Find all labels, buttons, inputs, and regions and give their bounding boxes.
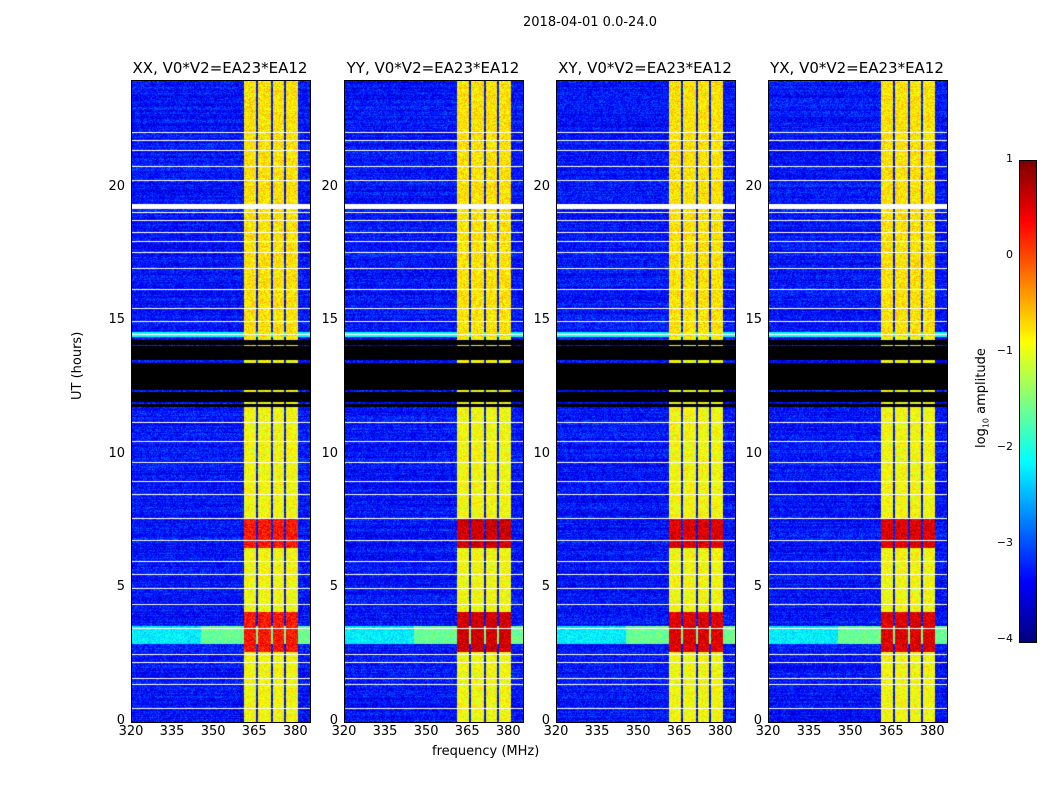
- panel-title: YY, V0*V2=EA23*EA12: [346, 59, 520, 77]
- y-tick-label: 20: [745, 178, 762, 194]
- x-tick-label: 320: [755, 724, 781, 739]
- x-tick-label: 380: [495, 724, 521, 739]
- x-tick-label: 380: [707, 724, 733, 739]
- y-tick-label: 15: [533, 312, 550, 328]
- y-tick-label: 20: [108, 178, 125, 194]
- y-tick-label: 20: [533, 178, 550, 194]
- y-tick-label: 5: [329, 579, 338, 595]
- y-tick-label: 0: [329, 713, 338, 728]
- heatmap-panel: [768, 80, 948, 723]
- x-tick-label: 365: [666, 724, 692, 739]
- x-tick-label: 365: [241, 724, 267, 739]
- panel-title: YX, V0*V2=EA23*EA12: [770, 59, 944, 77]
- y-tick-label: 0: [116, 713, 125, 728]
- x-tick-label: 320: [118, 724, 144, 739]
- heatmap-panel: [131, 80, 311, 723]
- colorbar-tick-label: 1: [1006, 152, 1013, 165]
- colorbar-tick-label: 0: [1006, 248, 1013, 261]
- x-tick-label: 335: [584, 724, 610, 739]
- x-tick-label: 320: [331, 724, 357, 739]
- x-tick-label: 335: [796, 724, 822, 739]
- y-tick-label: 10: [321, 445, 338, 461]
- y-tick-label: 10: [108, 445, 125, 461]
- x-tick-label: 335: [159, 724, 185, 739]
- colorbar-tick-label: −4: [996, 632, 1013, 645]
- x-tick-label: 335: [372, 724, 398, 739]
- x-tick-label: 350: [200, 724, 226, 739]
- x-tick-label: 365: [454, 724, 480, 739]
- y-axis-label: UT (hours): [70, 331, 85, 400]
- x-tick-label: 350: [413, 724, 439, 739]
- y-tick-label: 10: [533, 445, 550, 461]
- panel-title: XX, V0*V2=EA23*EA12: [132, 59, 308, 77]
- colorbar-tick-label: −2: [996, 440, 1013, 453]
- y-tick-label: 10: [745, 445, 762, 461]
- y-tick-label: 15: [108, 312, 125, 328]
- x-tick-label: 350: [837, 724, 863, 739]
- y-tick-label: 0: [753, 713, 762, 728]
- y-tick-label: 15: [321, 312, 338, 328]
- x-axis-label: frequency (MHz): [432, 744, 540, 759]
- colorbar-tick-label: −1: [996, 344, 1013, 357]
- y-tick-label: 5: [753, 579, 762, 595]
- colorbar-label: log10 amplitude: [974, 348, 991, 448]
- x-tick-label: 365: [878, 724, 904, 739]
- heatmap-panel: [344, 80, 524, 723]
- panel-title: XY, V0*V2=EA23*EA12: [558, 59, 732, 77]
- x-tick-label: 320: [543, 724, 569, 739]
- colorbar-tick-label: −3: [996, 536, 1013, 549]
- y-tick-label: 5: [541, 579, 550, 595]
- y-tick-label: 20: [321, 178, 338, 194]
- x-tick-label: 350: [625, 724, 651, 739]
- colorbar: [1019, 160, 1037, 643]
- figure-title: 2018-04-01 0.0-24.0: [523, 15, 657, 30]
- heatmap-panel: [556, 80, 736, 723]
- x-tick-label: 380: [282, 724, 308, 739]
- x-tick-label: 380: [919, 724, 945, 739]
- y-tick-label: 15: [745, 312, 762, 328]
- y-tick-label: 0: [541, 713, 550, 728]
- y-tick-label: 5: [116, 579, 125, 595]
